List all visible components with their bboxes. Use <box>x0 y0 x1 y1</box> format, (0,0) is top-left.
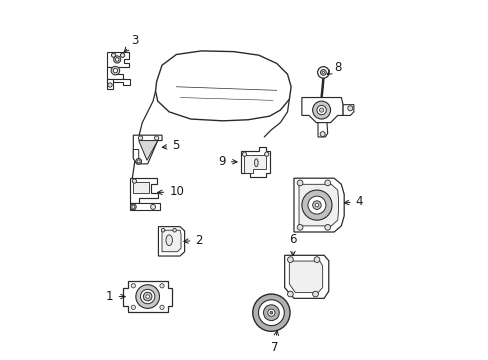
Circle shape <box>111 53 116 57</box>
Polygon shape <box>343 105 353 116</box>
Circle shape <box>150 204 155 210</box>
Circle shape <box>324 180 330 186</box>
Polygon shape <box>139 140 158 160</box>
Polygon shape <box>284 255 328 298</box>
Circle shape <box>287 257 293 262</box>
Text: 5: 5 <box>162 139 179 152</box>
Polygon shape <box>107 67 122 79</box>
Circle shape <box>301 190 331 220</box>
Text: 9: 9 <box>218 155 237 168</box>
Text: 1: 1 <box>106 290 125 303</box>
Circle shape <box>316 105 325 115</box>
Circle shape <box>312 101 330 119</box>
Circle shape <box>263 305 279 320</box>
Circle shape <box>115 58 119 61</box>
Ellipse shape <box>254 159 258 167</box>
Circle shape <box>322 71 324 73</box>
Circle shape <box>161 228 164 232</box>
Circle shape <box>108 83 112 87</box>
Circle shape <box>314 203 318 207</box>
Polygon shape <box>155 51 290 121</box>
Polygon shape <box>107 79 113 89</box>
Circle shape <box>320 132 325 136</box>
Text: 7: 7 <box>270 331 278 354</box>
Circle shape <box>130 204 136 210</box>
Circle shape <box>140 289 155 304</box>
Circle shape <box>143 292 152 301</box>
Text: 10: 10 <box>157 185 183 198</box>
Polygon shape <box>162 230 181 252</box>
Circle shape <box>160 305 164 310</box>
Polygon shape <box>133 135 162 164</box>
Circle shape <box>137 160 140 163</box>
Circle shape <box>132 206 135 208</box>
Circle shape <box>312 201 321 210</box>
Circle shape <box>319 108 323 112</box>
Circle shape <box>120 53 124 57</box>
Text: 6: 6 <box>288 233 296 256</box>
Circle shape <box>172 228 176 232</box>
Polygon shape <box>158 226 184 256</box>
Polygon shape <box>107 79 129 85</box>
Circle shape <box>264 152 268 156</box>
Circle shape <box>160 284 164 288</box>
Polygon shape <box>129 178 158 203</box>
Circle shape <box>154 136 159 140</box>
Circle shape <box>136 158 142 164</box>
Circle shape <box>324 225 330 230</box>
Polygon shape <box>123 282 172 312</box>
Text: 4: 4 <box>344 195 363 208</box>
Circle shape <box>320 69 325 75</box>
Circle shape <box>111 66 120 75</box>
Polygon shape <box>301 98 343 123</box>
Circle shape <box>136 285 159 309</box>
Circle shape <box>317 67 328 78</box>
Circle shape <box>347 106 352 111</box>
Polygon shape <box>129 203 160 210</box>
Circle shape <box>138 136 142 140</box>
Text: 3: 3 <box>124 34 139 52</box>
Text: 2: 2 <box>183 234 203 247</box>
Polygon shape <box>133 149 139 164</box>
Circle shape <box>313 257 319 262</box>
Circle shape <box>242 152 246 156</box>
Circle shape <box>258 300 284 325</box>
Polygon shape <box>244 155 265 173</box>
Circle shape <box>145 295 149 298</box>
Circle shape <box>312 291 318 297</box>
Circle shape <box>131 305 135 310</box>
Ellipse shape <box>165 235 172 246</box>
Text: 8: 8 <box>326 60 341 75</box>
Circle shape <box>287 291 293 297</box>
Circle shape <box>132 179 136 183</box>
Polygon shape <box>241 147 269 177</box>
Polygon shape <box>133 182 149 193</box>
Polygon shape <box>293 178 344 232</box>
Polygon shape <box>107 51 128 67</box>
Polygon shape <box>289 261 322 293</box>
Circle shape <box>267 309 274 316</box>
Circle shape <box>252 294 289 331</box>
Polygon shape <box>298 184 338 226</box>
Circle shape <box>297 180 303 186</box>
Circle shape <box>269 311 272 314</box>
Circle shape <box>307 196 325 214</box>
Circle shape <box>113 68 117 73</box>
Circle shape <box>131 284 135 288</box>
Circle shape <box>297 225 303 230</box>
Circle shape <box>113 56 121 63</box>
Polygon shape <box>317 123 327 137</box>
